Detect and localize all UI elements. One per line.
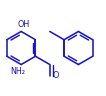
Text: OH: OH [17,20,29,29]
Text: NH₂: NH₂ [10,67,25,76]
Text: O: O [53,71,59,80]
